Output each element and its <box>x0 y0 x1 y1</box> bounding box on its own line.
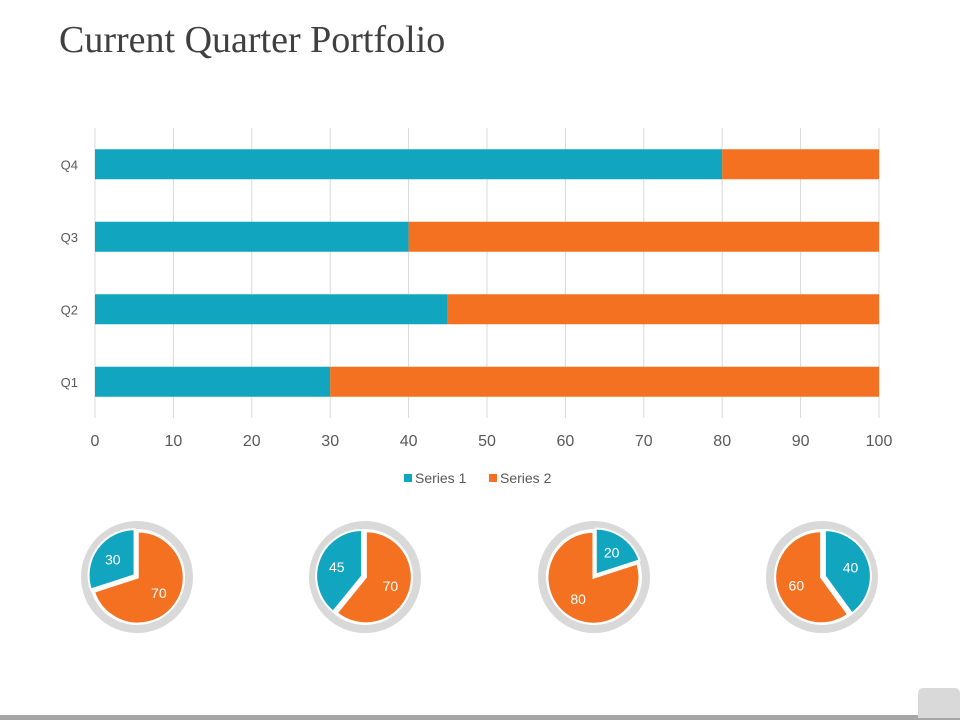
y-tick-label: Q2 <box>61 302 78 317</box>
bar-q1-series1 <box>95 366 331 397</box>
pie-ring <box>81 521 193 633</box>
bar-q3-series2 <box>408 221 879 252</box>
bar-q4-series1 <box>95 149 723 180</box>
legend-swatch <box>489 474 497 482</box>
x-tick-label: 70 <box>635 433 653 450</box>
bar-q2-series1 <box>95 294 448 325</box>
x-tick-label: 80 <box>713 433 731 450</box>
pie-label: 30 <box>105 551 121 567</box>
legend-label: Series 2 <box>500 470 552 486</box>
x-tick-label: 0 <box>91 433 100 450</box>
x-tick-label: 50 <box>478 433 496 450</box>
corner-box <box>918 688 960 718</box>
pie-slice-series2 <box>92 530 185 625</box>
legend-label: Series 1 <box>415 470 467 486</box>
pie-slice-series1 <box>87 528 136 591</box>
pie-ring <box>538 521 650 633</box>
pie-slice-series2 <box>774 530 850 625</box>
legend-swatch <box>404 474 412 482</box>
x-tick-label: 30 <box>321 433 339 450</box>
pie-slice-series1 <box>594 527 641 576</box>
x-tick-label: 40 <box>400 433 418 450</box>
pie-slice-series2 <box>546 530 641 625</box>
page-title: Current Quarter Portfolio <box>59 19 446 61</box>
pie-ring <box>766 521 878 633</box>
x-tick-label: 100 <box>866 433 893 450</box>
pie-label: 45 <box>329 559 345 575</box>
pie-label: 70 <box>383 578 399 594</box>
pie-slice-series2 <box>335 530 413 625</box>
x-tick-label: 10 <box>165 433 183 450</box>
pie-slice-series1 <box>315 528 364 614</box>
bar-q2-series2 <box>447 294 879 325</box>
pie-label: 40 <box>843 560 859 576</box>
pie-label: 80 <box>570 591 586 607</box>
y-tick-label: Q3 <box>61 230 78 245</box>
bar-q4-series2 <box>722 149 879 180</box>
bar-q1-series2 <box>330 366 879 397</box>
bar-q3-series1 <box>95 221 409 252</box>
pie-label: 60 <box>789 577 805 593</box>
x-tick-label: 90 <box>792 433 810 450</box>
y-tick-label: Q4 <box>61 157 78 172</box>
x-tick-label: 20 <box>243 433 261 450</box>
x-tick-label: 60 <box>557 433 575 450</box>
pie-label: 70 <box>151 585 167 601</box>
y-tick-label: Q1 <box>61 375 78 390</box>
pie-label: 20 <box>604 545 620 561</box>
footer-bar <box>0 715 960 720</box>
pie-slice-series1 <box>823 529 872 615</box>
pie-ring <box>309 521 421 633</box>
